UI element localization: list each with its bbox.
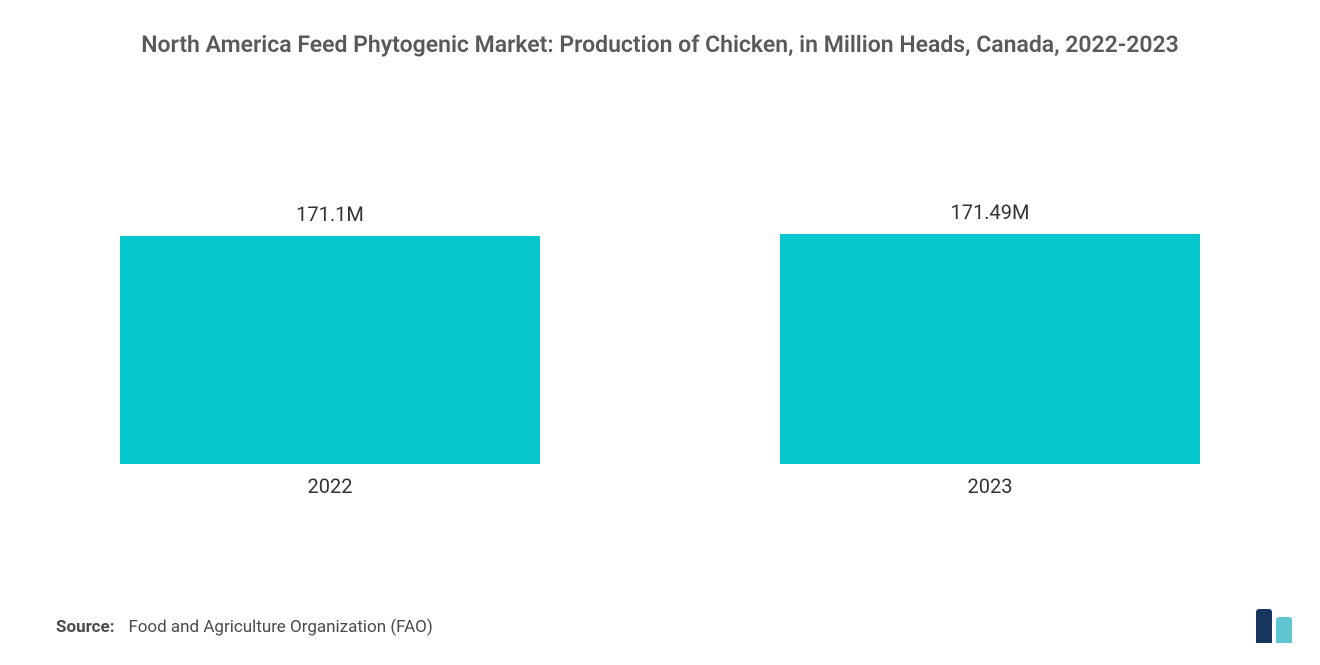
bar-group-2022: 171.1M 2022: [120, 200, 540, 540]
bar-value-label: 171.49M: [951, 200, 1030, 224]
bar-chart: 171.1M 2022 171.49M 2023: [0, 200, 1320, 540]
source-value: Food and Agriculture Organization (FAO): [128, 617, 432, 637]
bar-value-label: 171.1M: [296, 202, 364, 226]
bar-group-2023: 171.49M 2023: [780, 200, 1200, 540]
bar-category-label: 2022: [308, 474, 353, 498]
logo-slab-right: [1276, 617, 1292, 643]
bar-rect: [780, 234, 1200, 464]
brand-logo-icon: [1256, 609, 1292, 643]
chart-title: North America Feed Phytogenic Market: Pr…: [0, 0, 1320, 61]
logo-slab-left: [1256, 609, 1272, 643]
source-attribution: Source: Food and Agriculture Organizatio…: [56, 617, 433, 637]
bar-rect: [120, 236, 540, 464]
source-label: Source:: [56, 617, 114, 637]
bar-category-label: 2023: [968, 474, 1013, 498]
